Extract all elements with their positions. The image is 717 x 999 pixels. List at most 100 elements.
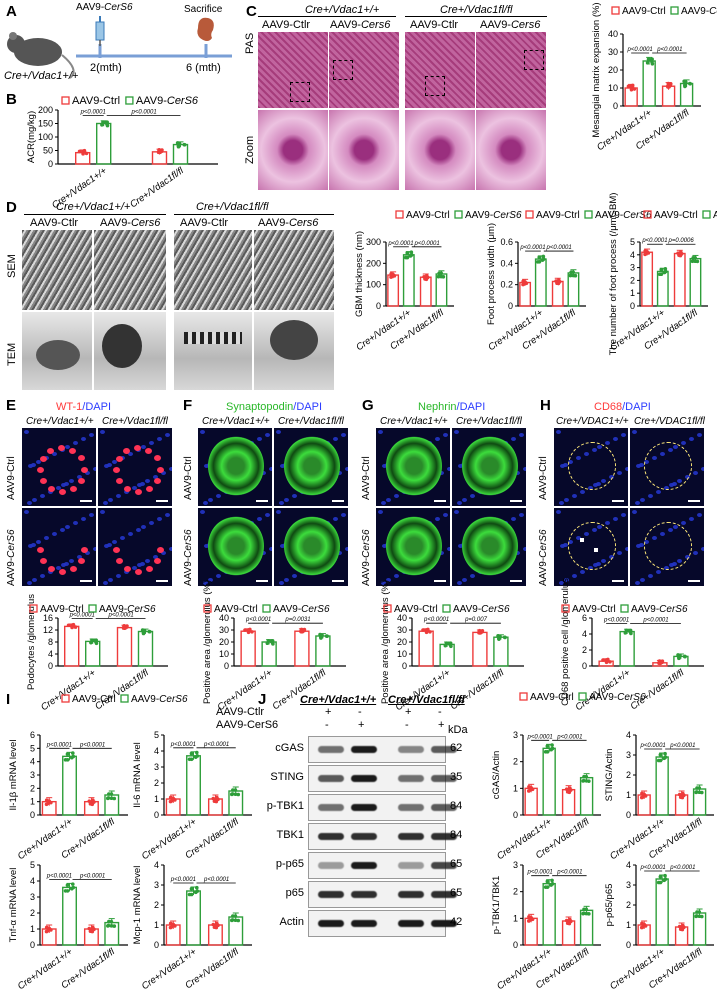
legend-swatch-cers6	[454, 210, 463, 219]
y-tick-label: 0	[48, 159, 53, 169]
data-point	[663, 267, 668, 271]
blot-sign: +	[405, 706, 412, 718]
blot-band	[398, 891, 424, 898]
data-point	[541, 254, 546, 259]
data-point	[66, 623, 71, 628]
blot-band	[431, 920, 457, 927]
blot-band	[398, 804, 424, 811]
injection-label: AAV9-CerS6	[76, 2, 133, 13]
blot-treat-label-1: AAV9-CerS6	[216, 719, 279, 731]
data-point	[182, 142, 187, 147]
data-point	[92, 800, 96, 804]
panel-label-i: I	[6, 691, 11, 708]
data-point	[88, 802, 93, 806]
data-point	[233, 788, 238, 792]
y-tick-label: 0.4	[500, 258, 513, 268]
panel-g-image-1	[376, 428, 450, 506]
panel-e-image-1	[22, 428, 96, 506]
legend-label-cers6: AAV9-CerS6	[453, 604, 510, 615]
bar-D1-1-0	[402, 254, 415, 307]
blot-kda-value: 65	[450, 858, 463, 870]
data-point	[587, 912, 591, 916]
blot-sign: -	[438, 706, 442, 718]
data-point	[107, 792, 111, 796]
data-point	[87, 926, 92, 931]
data-point	[545, 750, 550, 754]
data-point	[436, 274, 441, 279]
y-axis-label-D2: Foot process width (μm)	[486, 223, 497, 325]
data-point	[105, 796, 110, 801]
legend-swatch-ctrl	[61, 694, 70, 703]
data-point	[101, 120, 105, 124]
time-2mth: 2(mth)	[90, 62, 122, 74]
y-tick-label: 3	[154, 880, 159, 890]
data-point	[682, 925, 686, 930]
data-point	[231, 788, 235, 792]
zoom-image-3	[405, 110, 475, 190]
blot-band	[351, 775, 377, 782]
data-point	[555, 281, 559, 286]
sem-image-1	[22, 230, 92, 310]
data-point	[425, 628, 430, 632]
bar-I3-1-0	[62, 886, 77, 946]
data-point	[526, 919, 531, 923]
legend-swatch-cers6	[125, 96, 134, 105]
bar-I4-1-0	[186, 890, 201, 946]
data-point	[109, 919, 114, 924]
blot-band	[398, 920, 424, 927]
data-point	[405, 255, 410, 260]
data-point	[189, 757, 194, 762]
blot-strip-p-tbk1	[308, 794, 457, 821]
data-point	[88, 929, 93, 933]
y-tick-label: 30	[608, 47, 618, 57]
data-point	[325, 634, 329, 638]
legend-swatch-ctrl	[395, 210, 404, 219]
p-value: p<0.0001	[170, 877, 196, 883]
data-point	[302, 627, 307, 632]
bar-E-0-1	[116, 626, 133, 667]
c-col-cers6-2: AAV9-Cers6	[480, 19, 541, 31]
legend-label-ctrl: AAV9-Ctrl	[406, 210, 450, 221]
data-point	[662, 756, 666, 761]
data-point	[496, 633, 500, 638]
blot-row-label: p-p65	[275, 858, 304, 870]
data-point	[71, 623, 76, 627]
data-point	[195, 885, 199, 890]
y-tick-label: 0	[626, 810, 631, 820]
data-point	[658, 880, 663, 885]
p-value: p<0.0001	[640, 865, 666, 871]
data-point	[650, 57, 654, 61]
e-col-fl: Cre+/Vdac1fl/fl	[102, 416, 168, 427]
y-tick-label: 300	[366, 237, 381, 247]
data-point	[582, 907, 586, 912]
data-point	[646, 251, 651, 255]
y-axis-label-B: ACR(mg/kg)	[26, 111, 37, 163]
bar-D2-1-0	[534, 258, 547, 307]
data-point	[658, 752, 663, 757]
data-point	[545, 885, 550, 889]
blot-row-label: TBK1	[276, 829, 304, 841]
y-tick-label: 40	[608, 29, 618, 39]
data-point	[173, 798, 177, 802]
y-tick-label: 30	[397, 625, 407, 635]
bar-E-1-1	[137, 630, 154, 667]
p-value: p=0.0031	[284, 617, 310, 623]
data-point	[236, 918, 241, 923]
y-axis-label-D1: GBM thickness (nm)	[354, 231, 365, 317]
blot-sign: -	[405, 719, 409, 731]
p-value: p<0.0001	[46, 742, 72, 748]
data-point	[628, 630, 633, 634]
data-point	[659, 272, 664, 277]
p-value: p<0.0001	[627, 47, 653, 53]
data-point	[89, 640, 93, 645]
y-axis-label-C: Mesangial matrix expansion (%)	[591, 2, 602, 137]
data-point	[688, 81, 692, 86]
blot-band	[318, 891, 344, 898]
data-point	[639, 795, 644, 800]
bar-F-0-1	[294, 630, 310, 667]
y-tick-label: 100	[366, 280, 381, 290]
data-point	[392, 274, 397, 278]
blot-band	[318, 833, 344, 840]
legend-swatch-cers6	[578, 692, 587, 701]
data-point	[569, 270, 573, 274]
